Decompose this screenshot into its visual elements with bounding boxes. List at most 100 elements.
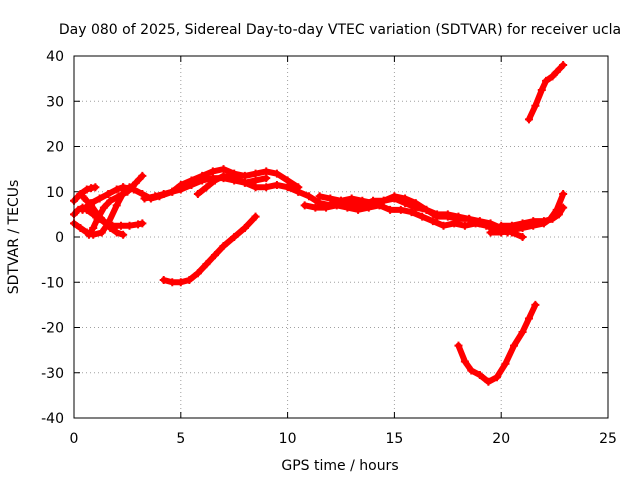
data-point xyxy=(84,230,93,239)
y-tick-label: -30 xyxy=(41,366,64,382)
data-point xyxy=(311,203,320,212)
series-line xyxy=(316,193,483,227)
x-tick-label: 0 xyxy=(70,431,79,447)
data-point xyxy=(251,169,260,178)
data-point xyxy=(78,192,87,201)
data-point xyxy=(187,180,196,189)
data-point xyxy=(93,214,102,223)
data-point xyxy=(106,223,115,232)
data-point xyxy=(168,278,177,287)
data-point xyxy=(484,377,493,386)
data-point xyxy=(251,176,260,185)
data-point xyxy=(501,359,510,368)
data-point xyxy=(411,199,420,208)
data-point xyxy=(548,214,557,223)
data-point xyxy=(76,223,85,232)
data-point xyxy=(99,217,108,226)
data-point xyxy=(379,196,388,205)
series-track-15 xyxy=(497,203,568,230)
data-point xyxy=(129,185,138,194)
data-point xyxy=(262,167,271,176)
data-point xyxy=(272,180,281,189)
data-point xyxy=(240,178,249,187)
data-point xyxy=(125,221,134,230)
data-point xyxy=(518,219,527,228)
data-point xyxy=(548,72,557,81)
data-point xyxy=(315,192,324,201)
data-point xyxy=(112,185,121,194)
data-point xyxy=(119,230,128,239)
data-point xyxy=(230,233,239,241)
data-point xyxy=(283,176,292,185)
data-point xyxy=(492,373,501,382)
data-point xyxy=(112,201,121,210)
data-point xyxy=(219,171,228,180)
y-tick-label: 0 xyxy=(55,230,64,246)
data-point xyxy=(443,210,452,219)
data-point xyxy=(99,203,108,212)
data-point xyxy=(159,190,168,199)
data-point xyxy=(300,201,309,210)
data-point xyxy=(475,219,484,228)
data-point xyxy=(347,194,356,203)
data-point xyxy=(326,194,335,203)
series-track-13 xyxy=(315,192,484,228)
data-point xyxy=(369,199,378,208)
data-point xyxy=(78,205,87,214)
data-point xyxy=(497,221,506,230)
data-point xyxy=(439,221,448,230)
data-point xyxy=(131,178,140,187)
data-point xyxy=(193,269,202,278)
x-tick-label: 20 xyxy=(492,431,510,447)
data-point xyxy=(251,183,260,192)
data-point xyxy=(262,183,271,192)
data-point xyxy=(467,366,476,375)
data-point xyxy=(82,185,91,194)
data-points xyxy=(70,61,568,386)
data-point xyxy=(529,217,538,226)
data-point xyxy=(390,192,399,201)
series-track-16 xyxy=(524,61,568,124)
data-point xyxy=(198,176,207,185)
x-axis-label: GPS time / hours xyxy=(281,458,398,474)
data-point xyxy=(418,212,427,221)
data-point xyxy=(454,341,463,350)
data-point xyxy=(219,165,228,174)
data-point xyxy=(219,242,228,251)
data-point xyxy=(112,228,121,237)
chart-title: Day 080 of 2025, Sidereal Day-to-day VTE… xyxy=(59,22,621,38)
data-point xyxy=(119,183,128,192)
data-point xyxy=(510,341,519,350)
data-point xyxy=(116,221,125,230)
data-point xyxy=(539,217,548,226)
data-point xyxy=(433,210,442,219)
data-point xyxy=(114,192,123,201)
data-point xyxy=(202,183,211,192)
data-point xyxy=(497,228,506,237)
data-point xyxy=(450,219,459,228)
data-point xyxy=(304,192,313,201)
data-point xyxy=(422,205,431,214)
data-point xyxy=(262,174,271,183)
y-tick-label: -40 xyxy=(41,411,64,427)
data-point xyxy=(407,208,416,217)
data-point xyxy=(337,196,345,205)
data-point xyxy=(91,183,100,192)
data-point xyxy=(465,214,474,223)
data-point xyxy=(343,203,352,212)
data-point xyxy=(475,371,484,380)
y-tick-label: 20 xyxy=(46,140,64,156)
data-point xyxy=(524,314,533,323)
plot-frame xyxy=(73,55,609,419)
data-point xyxy=(554,210,563,219)
data-point xyxy=(106,196,115,205)
data-point xyxy=(95,194,104,203)
data-point xyxy=(354,205,363,214)
data-point xyxy=(428,217,437,226)
data-point xyxy=(542,76,551,85)
series-track-9 xyxy=(193,171,303,199)
y-tick-label: -10 xyxy=(41,275,64,291)
data-point xyxy=(531,101,540,110)
data-point xyxy=(272,169,281,178)
